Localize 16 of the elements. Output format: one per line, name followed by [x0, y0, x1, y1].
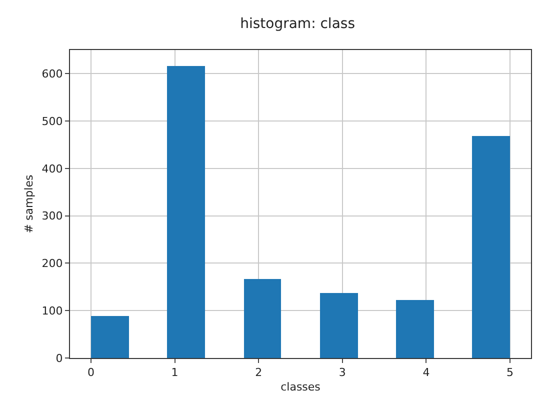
y-tick-label: 400	[42, 162, 63, 176]
x-tick-label: 5	[506, 366, 514, 380]
y-tick-label: 300	[42, 210, 63, 223]
y-tick-label: 100	[42, 304, 63, 318]
x-tick-label: 1	[171, 366, 178, 380]
x-axis-title: classes	[280, 380, 321, 394]
x-tick-label: 3	[338, 366, 346, 380]
x-tick-label: 2	[255, 366, 262, 380]
y-tick-label: 500	[42, 114, 63, 128]
x-tick-label: 4	[422, 366, 430, 380]
y-tick-label: 200	[42, 257, 63, 270]
x-tick-label: 0	[87, 366, 94, 380]
chart-title: histogram: class	[240, 16, 356, 32]
y-tick-label: 0	[56, 352, 63, 365]
y-axis-title: # samples	[22, 174, 36, 234]
y-tick-label: 600	[42, 68, 63, 81]
